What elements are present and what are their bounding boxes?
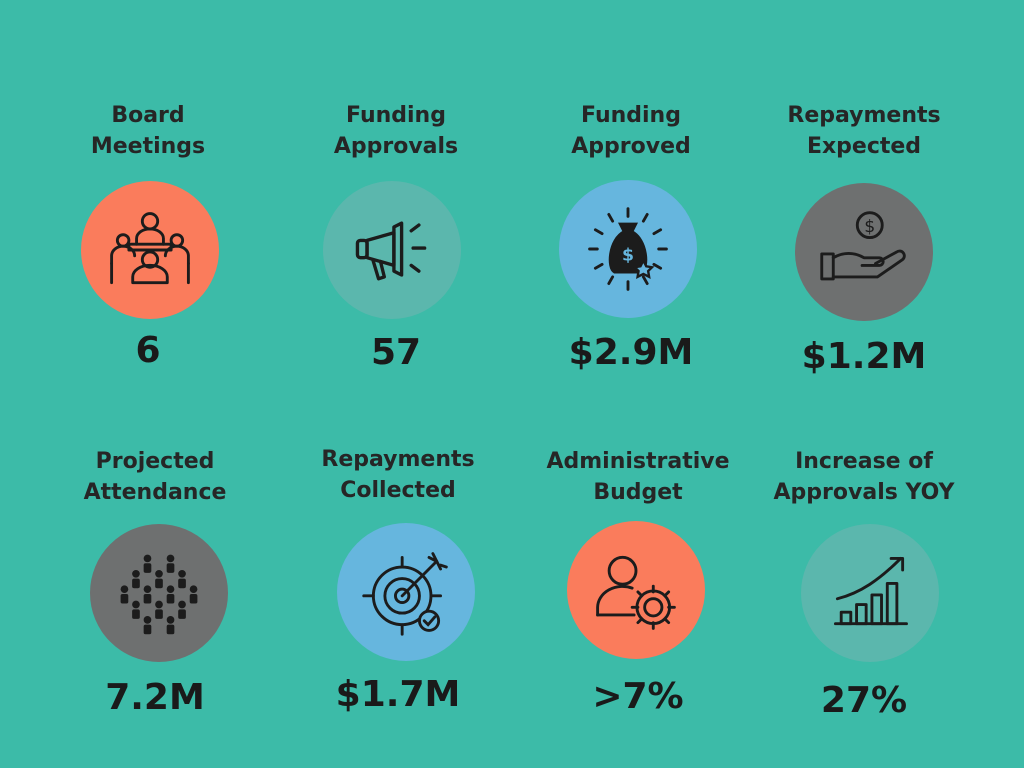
stat-value: $1.7M [335,674,461,715]
stat-increase-of-approvals: Increase of Approvals YOY 27% [749,0,979,768]
stat-icon-circle [323,181,461,319]
stat-administrative-budget: Administrative Budget >7% [523,0,753,768]
stat-projected-attendance: Projected Attendance 7.2M [40,0,270,768]
stat-label-line1: Funding [581,103,681,128]
stat-icon-circle [337,523,475,661]
stat-value: 27% [820,680,908,721]
stat-label-line1: Funding [346,103,446,128]
stat-label-line1: Repayments [787,103,941,128]
stat-label: Funding Approved [516,100,746,162]
svg-text:$: $ [864,217,875,237]
target-arrow-icon [362,552,448,636]
stat-label-line2: Approvals YOY [773,480,955,505]
stat-icon-circle: $ [559,180,697,318]
stat-label-line2: Collected [340,478,456,503]
stat-label: Projected Attendance [40,446,270,508]
crowd-icon [120,554,198,635]
stat-funding-approvals: Funding Approvals 57 [281,0,511,768]
hand-coin-icon: $ [820,211,906,281]
stat-board-meetings: Board Meetings 6 [33,0,263,768]
stat-value: 57 [370,332,422,373]
stat-label-line1: Repayments [321,447,475,472]
stat-icon-circle: $ [795,183,933,321]
stat-label-line1: Administrative [546,449,730,474]
stat-label-line2: Approved [571,134,691,159]
stat-label-line2: Attendance [83,480,227,505]
stat-label-line2: Budget [593,480,683,505]
stat-icon-circle [90,524,228,662]
stat-label-line2: Meetings [90,134,206,159]
stat-icon-circle [567,521,705,659]
stat-label: Administrative Budget [523,446,753,508]
stat-label: Funding Approvals [281,100,511,162]
stat-repayments-expected: Repayments Expected $ $1.2M [749,0,979,768]
stat-label: Increase of Approvals YOY [749,446,979,508]
user-gear-icon [596,555,676,630]
stat-value: >7% [592,676,684,717]
stat-value: $1.2M [801,336,927,377]
meeting-people-icon [110,212,190,285]
stat-icon-circle [81,181,219,319]
growth-chart-icon [834,557,908,626]
stat-value: $2.9M [568,332,694,373]
stat-label: Repayments Collected [283,444,513,506]
stat-label-line1: Board [111,103,185,128]
svg-text:$: $ [622,246,634,266]
stat-repayments-collected: Repayments Collected $1.7M [283,0,513,768]
stat-label-line1: Increase of [795,449,933,474]
stat-value: 7.2M [105,677,205,718]
stat-label: Board Meetings [33,100,263,162]
stat-icon-circle [801,524,939,662]
megaphone-icon [355,221,427,281]
stat-value: 6 [135,330,161,371]
stat-label-line2: Approvals [333,134,459,159]
stat-label-line1: Projected [95,449,215,474]
stat-label: Repayments Expected [749,100,979,162]
money-bag-icon: $ [588,207,668,291]
stat-label-line2: Expected [806,134,922,159]
stat-funding-approved: Funding Approved $ $2.9M [516,0,746,768]
